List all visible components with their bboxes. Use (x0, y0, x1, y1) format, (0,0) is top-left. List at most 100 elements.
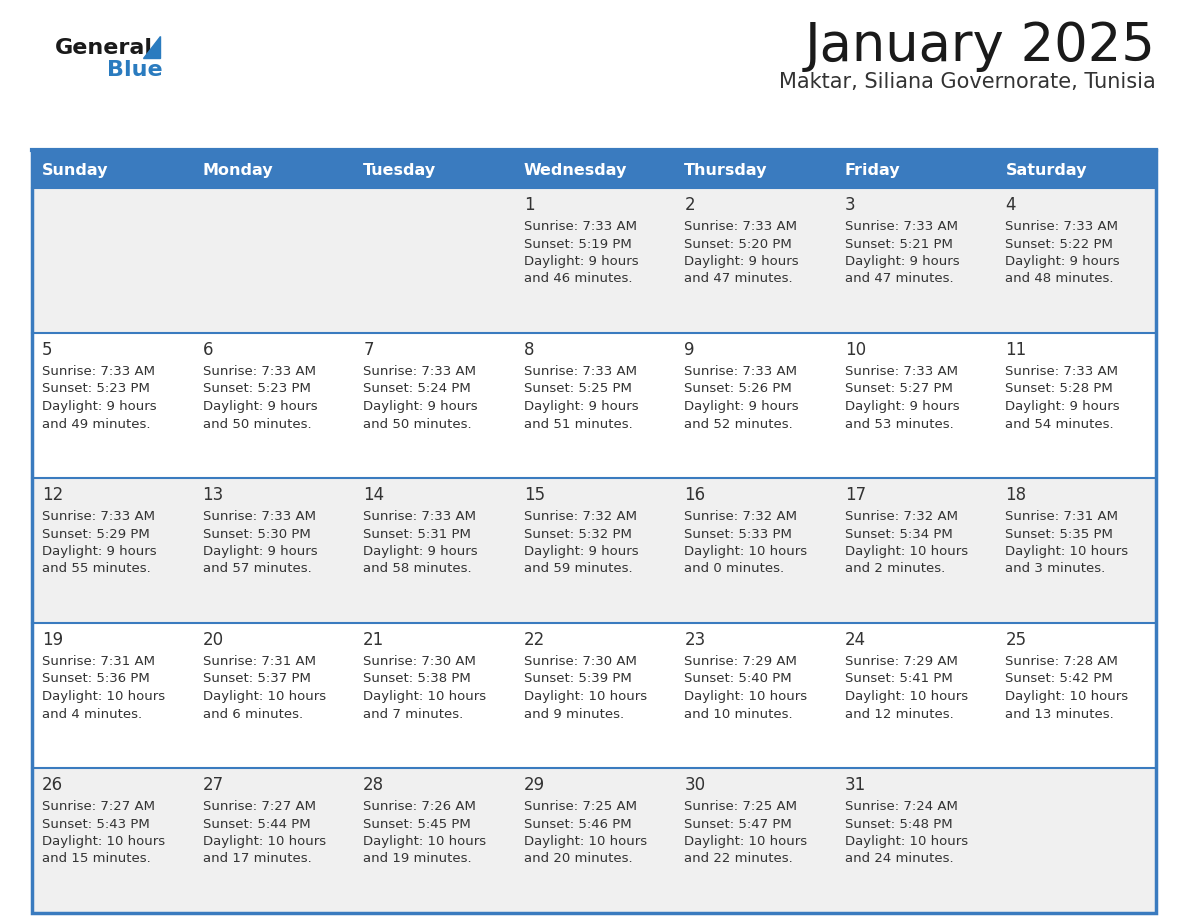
Text: Friday: Friday (845, 162, 901, 177)
Text: 15: 15 (524, 486, 545, 504)
Text: Daylight: 10 hours: Daylight: 10 hours (203, 690, 326, 703)
Text: Sunset: 5:32 PM: Sunset: 5:32 PM (524, 528, 632, 541)
Text: Daylight: 10 hours: Daylight: 10 hours (524, 835, 646, 848)
Text: Sunset: 5:48 PM: Sunset: 5:48 PM (845, 818, 953, 831)
Text: Sunset: 5:19 PM: Sunset: 5:19 PM (524, 238, 632, 251)
Text: 24: 24 (845, 631, 866, 649)
Text: Sunrise: 7:29 AM: Sunrise: 7:29 AM (845, 655, 958, 668)
Text: Sunrise: 7:31 AM: Sunrise: 7:31 AM (42, 655, 154, 668)
Text: and 15 minutes.: and 15 minutes. (42, 853, 151, 866)
Text: and 20 minutes.: and 20 minutes. (524, 853, 632, 866)
Text: 31: 31 (845, 776, 866, 794)
Text: Daylight: 9 hours: Daylight: 9 hours (1005, 400, 1120, 413)
Text: General: General (55, 38, 153, 58)
Text: Sunrise: 7:27 AM: Sunrise: 7:27 AM (203, 800, 316, 813)
Text: Daylight: 9 hours: Daylight: 9 hours (524, 545, 638, 558)
Text: Daylight: 9 hours: Daylight: 9 hours (684, 255, 798, 268)
Text: and 22 minutes.: and 22 minutes. (684, 853, 794, 866)
Text: Daylight: 9 hours: Daylight: 9 hours (364, 545, 478, 558)
Text: and 57 minutes.: and 57 minutes. (203, 563, 311, 576)
Text: Sunset: 5:43 PM: Sunset: 5:43 PM (42, 818, 150, 831)
Text: 9: 9 (684, 341, 695, 359)
Text: Sunrise: 7:31 AM: Sunrise: 7:31 AM (1005, 510, 1118, 523)
Text: Sunset: 5:37 PM: Sunset: 5:37 PM (203, 673, 310, 686)
Text: and 9 minutes.: and 9 minutes. (524, 708, 624, 721)
Text: Sunrise: 7:32 AM: Sunrise: 7:32 AM (524, 510, 637, 523)
Text: Sunset: 5:42 PM: Sunset: 5:42 PM (1005, 673, 1113, 686)
Text: Sunset: 5:45 PM: Sunset: 5:45 PM (364, 818, 470, 831)
Text: Daylight: 9 hours: Daylight: 9 hours (42, 545, 157, 558)
Text: Sunrise: 7:33 AM: Sunrise: 7:33 AM (1005, 220, 1118, 233)
Text: Daylight: 10 hours: Daylight: 10 hours (845, 835, 968, 848)
Text: Sunset: 5:34 PM: Sunset: 5:34 PM (845, 528, 953, 541)
Text: Sunset: 5:25 PM: Sunset: 5:25 PM (524, 383, 632, 396)
Text: Sunset: 5:24 PM: Sunset: 5:24 PM (364, 383, 470, 396)
Text: Daylight: 9 hours: Daylight: 9 hours (203, 400, 317, 413)
Text: and 7 minutes.: and 7 minutes. (364, 708, 463, 721)
Text: 25: 25 (1005, 631, 1026, 649)
Text: Daylight: 10 hours: Daylight: 10 hours (203, 835, 326, 848)
Text: Sunrise: 7:33 AM: Sunrise: 7:33 AM (203, 510, 316, 523)
Text: 30: 30 (684, 776, 706, 794)
Text: Daylight: 9 hours: Daylight: 9 hours (364, 400, 478, 413)
Text: Daylight: 10 hours: Daylight: 10 hours (42, 835, 165, 848)
Text: Sunset: 5:29 PM: Sunset: 5:29 PM (42, 528, 150, 541)
Text: 27: 27 (203, 776, 223, 794)
Text: January 2025: January 2025 (805, 20, 1156, 72)
Text: Sunset: 5:36 PM: Sunset: 5:36 PM (42, 673, 150, 686)
Text: Sunrise: 7:33 AM: Sunrise: 7:33 AM (845, 220, 958, 233)
Bar (32, 478, 1156, 623)
Text: and 54 minutes.: and 54 minutes. (1005, 418, 1114, 431)
Text: 6: 6 (203, 341, 213, 359)
Text: Monday: Monday (203, 162, 273, 177)
Bar (32, 768, 1156, 913)
Text: Daylight: 10 hours: Daylight: 10 hours (1005, 690, 1129, 703)
Text: 8: 8 (524, 341, 535, 359)
Text: Sunset: 5:41 PM: Sunset: 5:41 PM (845, 673, 953, 686)
Text: Sunset: 5:31 PM: Sunset: 5:31 PM (364, 528, 470, 541)
Text: and 46 minutes.: and 46 minutes. (524, 273, 632, 285)
Text: and 10 minutes.: and 10 minutes. (684, 708, 792, 721)
Text: Daylight: 10 hours: Daylight: 10 hours (684, 690, 808, 703)
Text: and 13 minutes.: and 13 minutes. (1005, 708, 1114, 721)
Text: and 48 minutes.: and 48 minutes. (1005, 273, 1114, 285)
Text: Sunrise: 7:33 AM: Sunrise: 7:33 AM (203, 365, 316, 378)
Text: 5: 5 (42, 341, 52, 359)
Text: and 50 minutes.: and 50 minutes. (364, 418, 472, 431)
Text: Daylight: 9 hours: Daylight: 9 hours (42, 400, 157, 413)
Text: 2: 2 (684, 196, 695, 214)
Text: Sunrise: 7:25 AM: Sunrise: 7:25 AM (684, 800, 797, 813)
Text: and 2 minutes.: and 2 minutes. (845, 563, 946, 576)
Text: 14: 14 (364, 486, 384, 504)
Text: Sunrise: 7:33 AM: Sunrise: 7:33 AM (42, 510, 154, 523)
Text: and 19 minutes.: and 19 minutes. (364, 853, 472, 866)
Text: Sunrise: 7:30 AM: Sunrise: 7:30 AM (364, 655, 476, 668)
Text: Sunset: 5:47 PM: Sunset: 5:47 PM (684, 818, 792, 831)
Text: Sunset: 5:20 PM: Sunset: 5:20 PM (684, 238, 792, 251)
Text: Sunset: 5:46 PM: Sunset: 5:46 PM (524, 818, 631, 831)
Text: Daylight: 10 hours: Daylight: 10 hours (1005, 545, 1129, 558)
Text: 13: 13 (203, 486, 223, 504)
Text: and 55 minutes.: and 55 minutes. (42, 563, 151, 576)
Text: 26: 26 (42, 776, 63, 794)
Text: and 58 minutes.: and 58 minutes. (364, 563, 472, 576)
Text: 29: 29 (524, 776, 545, 794)
Text: Daylight: 9 hours: Daylight: 9 hours (684, 400, 798, 413)
Text: Sunrise: 7:32 AM: Sunrise: 7:32 AM (684, 510, 797, 523)
Text: Daylight: 9 hours: Daylight: 9 hours (524, 400, 638, 413)
Text: 19: 19 (42, 631, 63, 649)
Text: Sunrise: 7:32 AM: Sunrise: 7:32 AM (845, 510, 958, 523)
Text: Daylight: 10 hours: Daylight: 10 hours (684, 545, 808, 558)
Text: Sunset: 5:23 PM: Sunset: 5:23 PM (42, 383, 150, 396)
Text: Sunset: 5:21 PM: Sunset: 5:21 PM (845, 238, 953, 251)
Text: Daylight: 10 hours: Daylight: 10 hours (845, 545, 968, 558)
Text: Sunday: Sunday (42, 162, 108, 177)
Text: Sunset: 5:33 PM: Sunset: 5:33 PM (684, 528, 792, 541)
Text: Sunrise: 7:29 AM: Sunrise: 7:29 AM (684, 655, 797, 668)
Text: and 0 minutes.: and 0 minutes. (684, 563, 784, 576)
Bar (32, 150, 1156, 913)
Text: 21: 21 (364, 631, 385, 649)
Text: 22: 22 (524, 631, 545, 649)
Text: Daylight: 10 hours: Daylight: 10 hours (364, 690, 486, 703)
Text: and 24 minutes.: and 24 minutes. (845, 853, 954, 866)
